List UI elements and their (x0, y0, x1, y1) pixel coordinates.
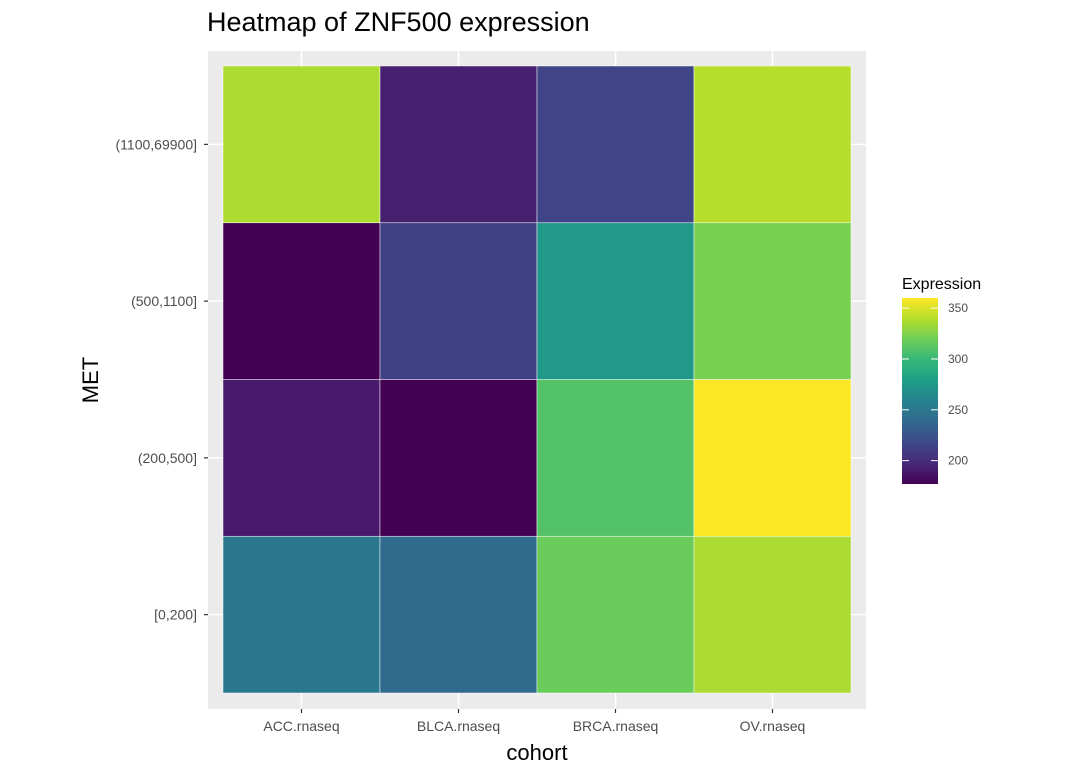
legend-ticks: 200 250 300 350 (902, 301, 968, 468)
legend-tick-label: 350 (948, 301, 968, 315)
y-tick-label: [0,200] (154, 607, 197, 623)
x-axis-title: cohort (506, 740, 567, 765)
legend-tick-label: 250 (948, 403, 968, 417)
legend-tick-label: 300 (948, 352, 968, 366)
legend: Expression 200 250 300 350 (902, 276, 981, 484)
x-axis: ACC.rnaseq BLCA.rnaseq BRCA.rnaseq OV.rnase… (263, 709, 805, 734)
heatmap-cell (222, 535, 381, 694)
heatmap-cell (222, 379, 381, 537)
heatmap-cell (693, 65, 852, 224)
x-tick-label: BRCA.rnaseq (573, 718, 659, 734)
x-tick-label: ACC.rnaseq (263, 718, 339, 734)
chart-title: Heatmap of ZNF500 expression (207, 7, 590, 37)
legend-tick-label: 200 (948, 454, 968, 468)
heatmap-cell (379, 535, 538, 694)
heatmap-cell (693, 535, 852, 694)
heatmap-cell (379, 65, 538, 224)
y-tick-label: (500,1100] (131, 293, 197, 309)
heatmap-cell (379, 222, 538, 380)
y-axis-title: MET (78, 357, 103, 403)
heatmap-cell (693, 379, 852, 537)
y-tick-label: (1100,69900] (116, 136, 197, 152)
heatmap-cell (536, 379, 695, 537)
heatmap-cell (536, 65, 695, 224)
y-axis: [0,200] (200,500] (500,1100] (1100,69900] (116, 136, 208, 623)
heatmap-cell (536, 222, 695, 380)
y-tick-label: (200,500] (138, 450, 197, 466)
heatmap-tiles (222, 65, 852, 694)
heatmap-cell (693, 222, 852, 380)
x-tick-label: OV.rnaseq (740, 718, 806, 734)
heatmap-cell (379, 379, 538, 537)
legend-title: Expression (902, 276, 981, 293)
x-tick-label: BLCA.rnaseq (417, 718, 500, 734)
heatmap-cell (222, 222, 381, 380)
legend-color-bar (902, 298, 938, 484)
heatmap-cell (222, 65, 381, 224)
heatmap-cell (536, 535, 695, 694)
